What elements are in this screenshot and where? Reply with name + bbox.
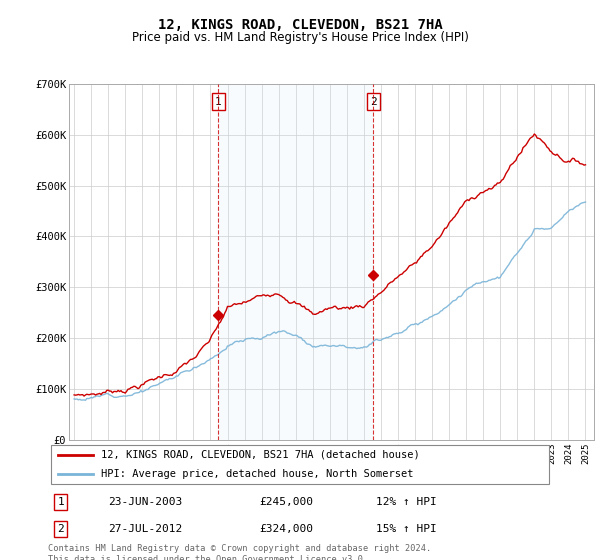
Text: 2: 2: [57, 524, 64, 534]
Text: 23-JUN-2003: 23-JUN-2003: [109, 497, 183, 507]
Text: 12, KINGS ROAD, CLEVEDON, BS21 7HA: 12, KINGS ROAD, CLEVEDON, BS21 7HA: [158, 18, 442, 32]
Text: Price paid vs. HM Land Registry's House Price Index (HPI): Price paid vs. HM Land Registry's House …: [131, 31, 469, 44]
Text: 27-JUL-2012: 27-JUL-2012: [109, 524, 183, 534]
Text: 12, KINGS ROAD, CLEVEDON, BS21 7HA (detached house): 12, KINGS ROAD, CLEVEDON, BS21 7HA (deta…: [101, 450, 419, 460]
Text: Contains HM Land Registry data © Crown copyright and database right 2024.
This d: Contains HM Land Registry data © Crown c…: [48, 544, 431, 560]
Text: 15% ↑ HPI: 15% ↑ HPI: [376, 524, 436, 534]
FancyBboxPatch shape: [50, 445, 550, 484]
Text: 1: 1: [215, 97, 222, 107]
Text: 12% ↑ HPI: 12% ↑ HPI: [376, 497, 436, 507]
Bar: [218, 84, 373, 440]
Text: 1: 1: [57, 497, 64, 507]
Text: £245,000: £245,000: [260, 497, 314, 507]
Text: 2: 2: [370, 97, 377, 107]
Text: £324,000: £324,000: [260, 524, 314, 534]
Text: HPI: Average price, detached house, North Somerset: HPI: Average price, detached house, Nort…: [101, 469, 413, 478]
